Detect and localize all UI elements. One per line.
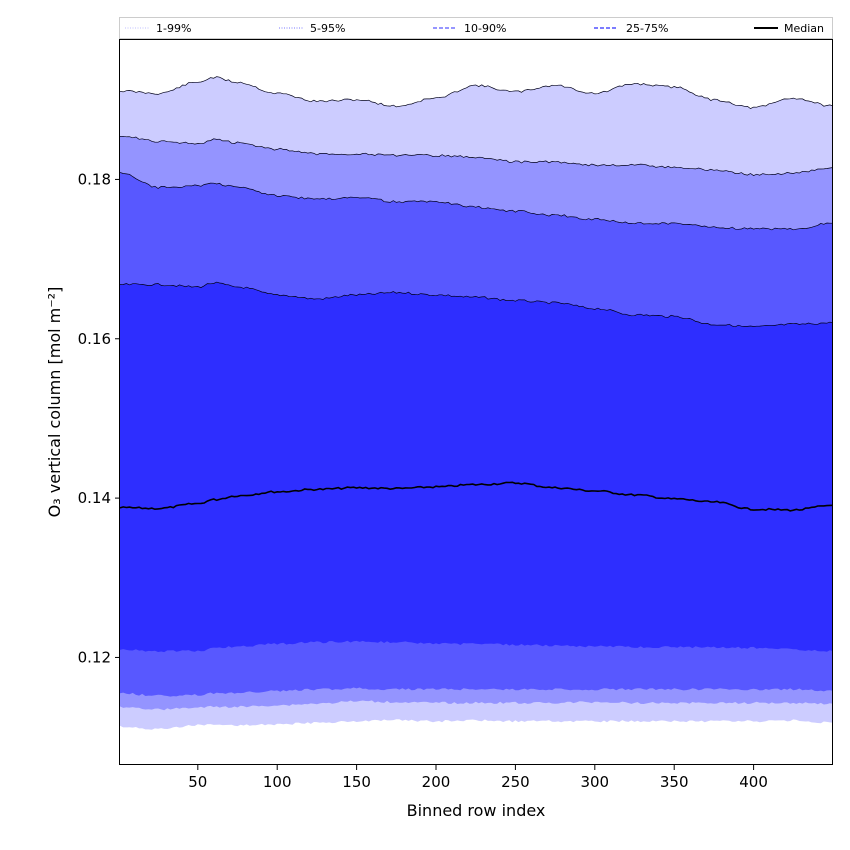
- legend-label-25-75%: 25-75%: [626, 22, 668, 35]
- band-25-75%: [120, 282, 833, 653]
- percentile-bands: [120, 76, 833, 730]
- legend-label-5-95%: 5-95%: [310, 22, 345, 35]
- x-tick-label: 300: [580, 773, 609, 791]
- band-upper-edge-1-99%: [119, 76, 834, 110]
- y-tick-label: 0.16: [78, 330, 111, 348]
- x-axis-label: Binned row index: [407, 801, 546, 820]
- y-tick-label: 0.14: [78, 489, 111, 507]
- legend-box: [119, 17, 833, 39]
- x-tick-label: 100: [263, 773, 292, 791]
- plot-frame: [119, 39, 833, 765]
- x-tick-label: 250: [501, 773, 530, 791]
- y-tick-label: 0.12: [78, 648, 111, 666]
- x-tick-label: 400: [739, 773, 768, 791]
- x-tick-label: 150: [342, 773, 371, 791]
- x-axis-ticks: 50 100 150 200 250 300 350 400: [188, 765, 768, 791]
- legend-label-1-99%: 1-99%: [156, 22, 191, 35]
- legend-label-Median: Median: [784, 22, 824, 35]
- y-axis-ticks: 0.12 0.14 0.16 0.18: [78, 170, 120, 666]
- y-tick-label: 0.18: [78, 170, 111, 188]
- legend-label-10-90%: 10-90%: [464, 22, 506, 35]
- band-upper-edge-5-95%: [119, 135, 834, 176]
- y-axis-label: O₃ vertical column [mol m⁻²]: [45, 287, 64, 518]
- legend: 1-99% 5-95% 10-90% 25-75% Median: [119, 17, 833, 39]
- series-line-median: [119, 481, 834, 512]
- series-lines: [119, 76, 834, 512]
- band-upper-edge-25-75%: [119, 281, 834, 328]
- x-tick-label: 200: [422, 773, 451, 791]
- x-tick-label: 50: [188, 773, 207, 791]
- band-upper-edge-10-90%: [119, 172, 833, 231]
- x-tick-label: 350: [660, 773, 689, 791]
